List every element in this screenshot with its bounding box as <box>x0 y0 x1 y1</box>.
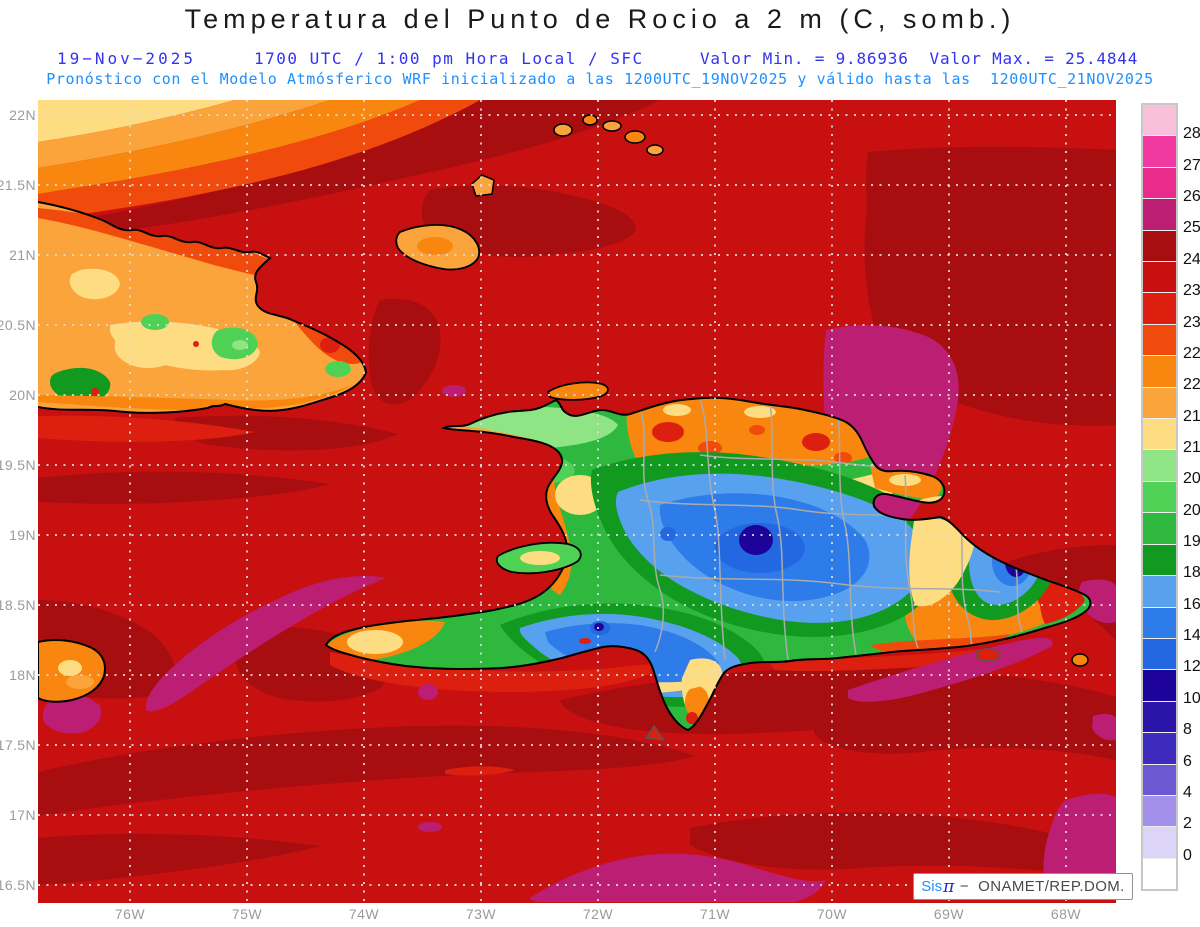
colorbar-level: 4 <box>1183 783 1192 801</box>
model-run-info: Pronóstico con el Modelo Atmósferico WRF… <box>46 70 1154 88</box>
colorbar-level: 20 <box>1183 501 1200 519</box>
colorbar-segment <box>1143 543 1176 576</box>
colorbar-level: 23 <box>1183 313 1200 331</box>
dark-red-band-top <box>38 100 660 244</box>
lat-label: 21N <box>9 247 36 263</box>
colorbar-segment <box>1143 292 1176 324</box>
colorbar-level: 2 <box>1183 815 1192 833</box>
lon-label: 68W <box>1050 906 1082 922</box>
colorbar-level: 23.5 <box>1183 282 1200 300</box>
colorbar-level: 24.5 <box>1183 250 1200 268</box>
colorbar-level: 18 <box>1183 564 1200 582</box>
colorbar-segment <box>1143 575 1176 607</box>
colorbar-segment <box>1143 794 1176 827</box>
colorbar-segment <box>1143 700 1176 733</box>
lon-label: 74W <box>348 906 380 922</box>
magenta-streak-sw <box>145 576 386 712</box>
colorbar-level: 0 <box>1183 846 1192 864</box>
cuba-coastline <box>38 201 368 414</box>
colorbar-level: 28 <box>1183 125 1200 143</box>
colorbar-segment <box>1143 763 1176 795</box>
colorbar-segment <box>1143 606 1176 638</box>
colorbar-segment <box>1143 261 1176 293</box>
colorbar-segment <box>1143 480 1176 513</box>
colorbar-segment <box>1143 386 1176 419</box>
colorbar-level: 25 <box>1183 219 1200 237</box>
colorbar-level: 22.5 <box>1183 344 1200 362</box>
forecast-date: 19−Nov−2025 <box>57 49 196 68</box>
small-islands <box>38 114 1089 741</box>
page-title: Temperatura del Punto de Rocio a 2 m (C,… <box>184 4 1016 34</box>
colorbar-segment <box>1143 105 1176 136</box>
map-canvas <box>38 100 1116 903</box>
colorbar-segment <box>1143 732 1176 764</box>
forecast-time: 1700 UTC / 1:00 pm Hora Local / SFC <box>254 49 644 68</box>
colorbar-segment <box>1143 135 1176 167</box>
lat-label: 16.5N <box>0 877 36 893</box>
colorbar-level: 21.5 <box>1183 407 1200 425</box>
colorbar-segment <box>1143 229 1176 262</box>
saona-island <box>975 648 1001 662</box>
colorbar-level: 19 <box>1183 533 1200 551</box>
colorbar-segment <box>1143 166 1176 199</box>
colorbar-segment <box>1143 449 1176 481</box>
lat-label: 17.5N <box>0 737 36 753</box>
colorbar-level: 21 <box>1183 438 1200 456</box>
lon-label: 69W <box>933 906 965 922</box>
lat-label: 17N <box>9 807 36 823</box>
pi-icon: π <box>943 876 955 897</box>
hispaniola-coastline <box>324 396 1092 732</box>
colorbar-level: 27 <box>1183 156 1200 174</box>
colorbar-level: 6 <box>1183 752 1192 770</box>
lat-label: 20.5N <box>0 317 36 333</box>
colorbar-segment <box>1143 512 1176 544</box>
watermark-badge: Sis π − ONAMET/REP.DOM. <box>913 873 1133 900</box>
colorbar-level: 8 <box>1183 721 1192 739</box>
colorbar-segment <box>1143 857 1176 890</box>
watermark-sis: Sis <box>921 878 943 895</box>
lon-label: 70W <box>816 906 848 922</box>
longitude-axis: 76W 75W 74W 73W 72W 71W 70W 69W 68W <box>0 903 1200 927</box>
lat-label: 19.5N <box>0 457 36 473</box>
mona-island <box>1071 653 1089 667</box>
colorbar-level: 20.5 <box>1183 470 1200 488</box>
lon-label: 76W <box>114 906 146 922</box>
colorbar-level: 14 <box>1183 627 1200 645</box>
watermark-source: − ONAMET/REP.DOM. <box>955 878 1125 895</box>
lon-label: 71W <box>699 906 731 922</box>
colorbar-level: 26 <box>1183 188 1200 206</box>
lon-label: 73W <box>465 906 497 922</box>
colorbar-segment <box>1143 826 1176 858</box>
gridlines <box>38 100 1116 903</box>
min-max-values: Valor Min. = 9.86936 Valor Max. = 25.484… <box>700 49 1139 68</box>
colorbar-segment <box>1143 418 1176 450</box>
colorbar-segment <box>1143 637 1176 670</box>
lat-label: 18.5N <box>0 597 36 613</box>
colorbar-segment <box>1143 355 1176 387</box>
colorbar-level: 10 <box>1183 689 1200 707</box>
colorbar-segment <box>1143 669 1176 701</box>
colorbar-segment <box>1143 198 1176 230</box>
beata-island <box>644 724 666 741</box>
colorbar-segment <box>1143 323 1176 356</box>
lat-label: 20N <box>9 387 36 403</box>
lat-label: 19N <box>9 527 36 543</box>
lat-label: 21.5N <box>0 177 36 193</box>
tortue-island <box>546 381 609 401</box>
colorbar-level: 16 <box>1183 595 1200 613</box>
lat-label: 22N <box>9 107 36 123</box>
lon-label: 75W <box>231 906 263 922</box>
lon-label: 72W <box>582 906 614 922</box>
colorbar-level: 12 <box>1183 658 1200 676</box>
latitude-axis: 22N 21.5N 21N 20.5N 20N 19.5N 19N 18.5N 18N 17.5N… <box>0 100 38 903</box>
colorbar-level: 22 <box>1183 376 1200 394</box>
colorbar <box>1141 103 1178 891</box>
lat-label: 18N <box>9 667 36 683</box>
